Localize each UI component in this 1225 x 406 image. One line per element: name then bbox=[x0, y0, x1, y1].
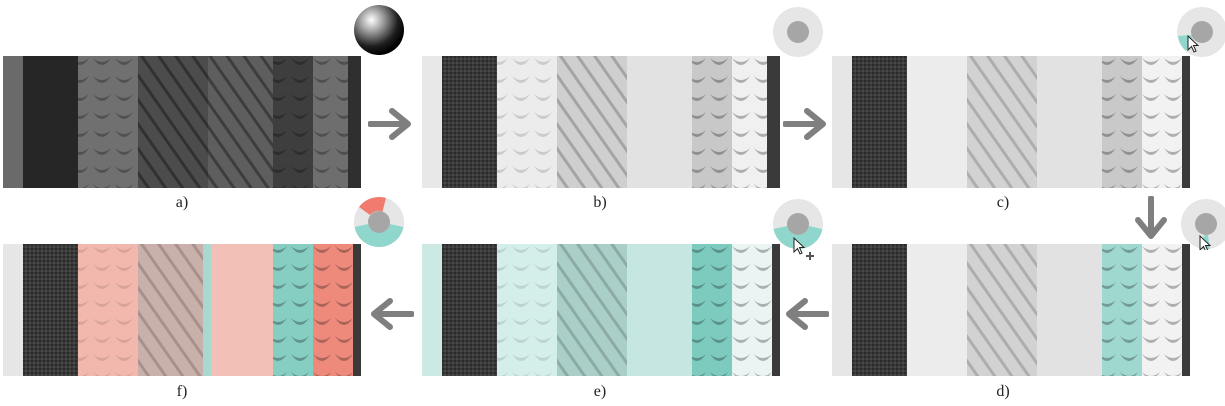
arrow-left-icon bbox=[783, 296, 830, 337]
arrow-right-icon bbox=[782, 106, 829, 147]
panel-b-image bbox=[422, 56, 780, 188]
panel-e-image bbox=[422, 244, 780, 376]
sphere-icon bbox=[353, 4, 405, 56]
color-wheel-icon bbox=[353, 196, 405, 248]
arrow-down-icon bbox=[1133, 195, 1169, 247]
panel-f-image bbox=[3, 244, 361, 376]
caption-c: c) bbox=[996, 194, 1010, 211]
color-wheel-icon bbox=[772, 6, 824, 58]
plus-icon bbox=[806, 252, 814, 260]
caption-f: f) bbox=[176, 383, 188, 400]
cursor-icon bbox=[1187, 34, 1200, 53]
caption-b: b) bbox=[593, 194, 607, 211]
color-wheel-icon bbox=[772, 198, 824, 260]
arrow-right-icon bbox=[367, 106, 414, 147]
panel-c-image bbox=[832, 56, 1190, 188]
caption-d: d) bbox=[996, 383, 1010, 400]
caption-a: a) bbox=[175, 194, 189, 211]
panel-a-image bbox=[3, 56, 361, 188]
caption-e: e) bbox=[593, 383, 607, 400]
color-wheel-icon bbox=[1180, 198, 1225, 253]
color-wheel-icon bbox=[1176, 6, 1225, 58]
cursor-icon bbox=[793, 236, 806, 255]
panel-d-image bbox=[832, 244, 1190, 376]
arrow-left-icon bbox=[368, 296, 415, 337]
